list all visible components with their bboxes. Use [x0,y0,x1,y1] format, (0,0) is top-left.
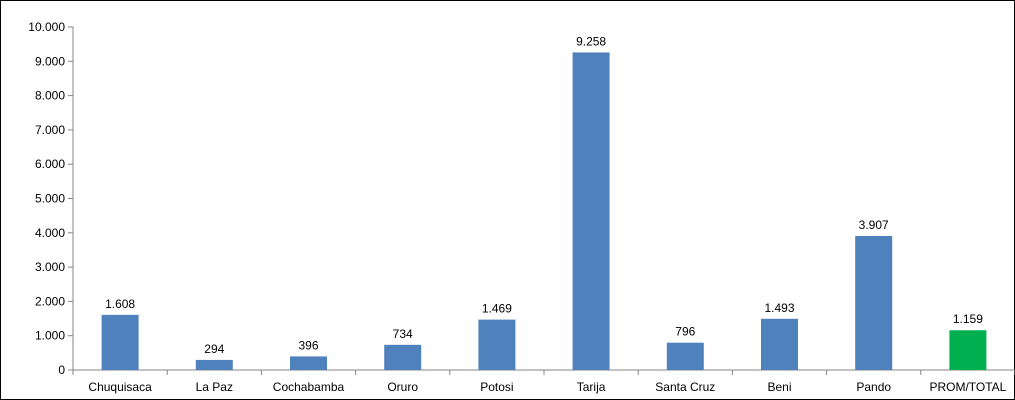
y-tick-label: 9.000 [35,54,65,68]
x-category-label: Cochabamba [273,380,345,394]
y-axis: 0 1.000 2.000 3.000 4.000 5.000 6.000 7.000 8.00… [28,20,74,377]
y-tick-label: 8.000 [35,89,65,103]
x-category-label: Beni [767,380,791,394]
bar-value-label: 796 [675,325,695,339]
y-tick-label: 0 [58,363,65,377]
bar-tarija [572,52,610,371]
bar-oruro [384,344,422,370]
bar-value-label: 3.907 [859,218,889,232]
bar-value-label: 1.469 [482,302,512,316]
x-category-label: La Paz [196,380,233,394]
bar-value-label: 1.159 [953,312,983,326]
y-tick-label: 7.000 [35,123,65,137]
x-category-label: Chuquisaca [88,380,152,394]
y-tick-label: 1.000 [35,329,65,343]
y-tick-label: 10.000 [28,20,65,34]
x-category-label: PROM/TOTAL [929,380,1006,394]
bar-value-label: 1.493 [764,301,794,315]
bar-santa-cruz [666,342,704,370]
bar-value-label: 294 [204,342,224,356]
x-category-label: Santa Cruz [655,380,715,394]
bar-cochabamba [290,356,327,370]
bar-series [101,52,987,371]
bar-chuquisaca [101,314,139,370]
x-category-label: Pando [856,380,891,394]
y-tick-label: 3.000 [35,260,65,274]
bar-value-label: 396 [298,338,318,352]
x-category-label: Potosi [480,380,513,394]
y-tick-label: 6.000 [35,157,65,171]
bar-prom-total [949,330,987,370]
y-tick-label: 2.000 [35,294,65,308]
bar-pando [855,235,893,370]
bar-potosi [478,319,516,370]
y-tick-label: 5.000 [35,192,65,206]
data-labels: 1.608 294 396 734 1.469 9.258 796 1.493 3.907 1.1… [105,34,983,355]
x-category-label: Oruro [387,380,418,394]
bar-value-label: 734 [393,327,413,341]
bar-la-paz [195,359,233,370]
bar-value-label: 9.258 [576,34,606,48]
bar-beni [761,318,798,370]
bar-value-label: 1.608 [105,297,135,311]
x-category-label: Tarija [577,380,606,394]
y-tick-label: 4.000 [35,226,65,240]
